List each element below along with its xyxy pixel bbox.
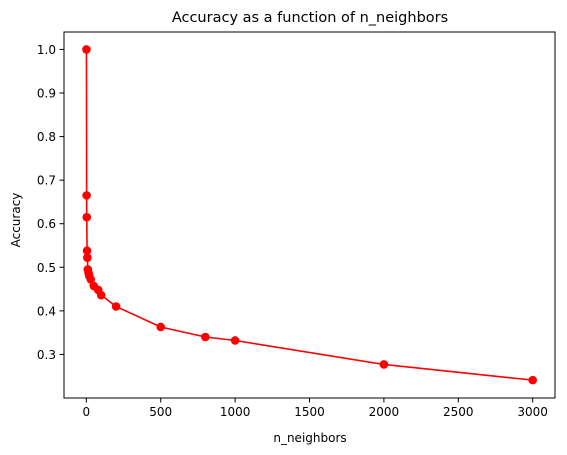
y-tick-label: 0.4 [37,304,56,318]
x-tick-label: 0 [82,405,90,419]
data-point [379,360,389,369]
data-point [230,336,240,345]
data-point [82,191,91,200]
y-tick-label: 1.0 [37,43,56,57]
x-axis-label: n_neighbors [273,431,346,445]
data-point [156,322,166,332]
y-tick-label: 0.3 [37,348,56,362]
x-tick-label: 3000 [517,405,548,419]
data-point [82,246,92,256]
data-point [86,275,96,284]
y-tick-label: 0.6 [37,217,56,231]
y-tick-label: 0.9 [37,87,56,101]
data-point [96,290,106,300]
x-tick-label: 1000 [220,405,251,419]
y-axis-label: Accuracy [9,193,23,248]
plot-area: 0 500 1000 1500 2000 2500 3000 0.3 0.4 0.5 0.6 0.7 0… [37,31,556,419]
x-tick-label: 1500 [294,405,325,419]
series-line [85,49,533,381]
y-tick-label: 0.7 [37,174,56,188]
x-tick-label: 500 [149,405,172,419]
data-point [82,212,92,222]
y-tick-label: 0.8 [37,130,56,144]
data-point [201,332,210,342]
data-point [82,45,91,54]
chart-title: Accuracy as a function of n_neighbors [172,10,448,26]
plot-frame [63,31,556,399]
data-point [528,375,537,385]
x-tick-label: 2500 [443,405,474,419]
y-tick-label: 0.5 [37,261,56,275]
data-point [83,253,92,262]
x-tick-label: 2000 [369,405,400,419]
data-point [111,302,121,311]
